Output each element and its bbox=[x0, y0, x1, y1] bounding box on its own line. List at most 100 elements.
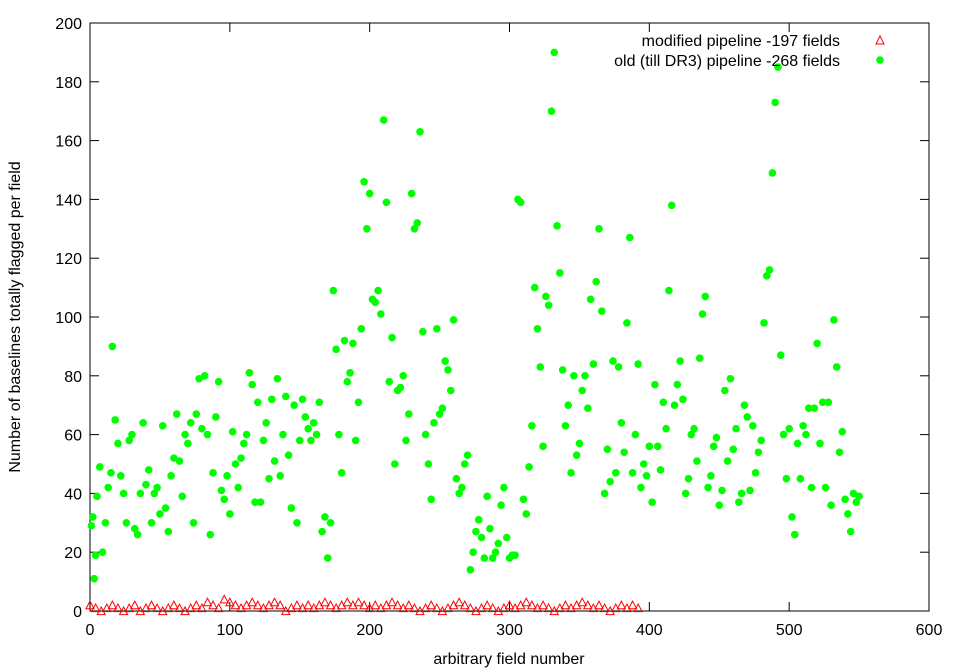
data-point-old-pipeline bbox=[709, 442, 718, 451]
data-point-old-pipeline bbox=[824, 398, 833, 407]
data-point-old-pipeline bbox=[846, 527, 855, 536]
data-point-old-pipeline bbox=[279, 430, 287, 439]
data-point-old-pipeline bbox=[491, 548, 500, 556]
data-point-modified-pipeline bbox=[616, 600, 627, 610]
data-point-old-pipeline bbox=[723, 457, 732, 465]
data-point-old-pipeline bbox=[502, 533, 511, 542]
data-point-old-pipeline bbox=[253, 398, 262, 407]
x-tick-label: 300 bbox=[496, 622, 523, 639]
data-point-old-pipeline bbox=[284, 451, 293, 459]
data-point-old-pipeline bbox=[379, 116, 388, 124]
data-point-old-pipeline bbox=[466, 566, 475, 574]
data-point-old-pipeline bbox=[667, 201, 676, 210]
data-point-old-pipeline bbox=[841, 495, 849, 504]
data-point-old-pipeline bbox=[804, 404, 813, 412]
data-point-modified-pipeline bbox=[275, 600, 285, 610]
data-point-old-pipeline bbox=[388, 333, 396, 342]
data-point-modified-pipeline bbox=[264, 600, 274, 610]
data-point-modified-pipeline bbox=[538, 600, 548, 610]
data-point-old-pipeline bbox=[463, 451, 472, 459]
data-point-modified-pipeline bbox=[482, 600, 492, 610]
data-point-modified-pipeline bbox=[113, 602, 123, 613]
data-point-old-pipeline bbox=[265, 474, 273, 483]
data-point-old-pipeline bbox=[220, 495, 229, 504]
data-point-old-pipeline bbox=[628, 469, 637, 477]
data-point-old-pipeline bbox=[673, 380, 682, 389]
data-point-old-pipeline bbox=[609, 357, 617, 365]
data-point-modified-pipeline bbox=[241, 600, 252, 610]
data-point-old-pipeline bbox=[516, 198, 525, 207]
data-point-old-pipeline bbox=[119, 489, 128, 498]
data-point-old-pipeline bbox=[782, 474, 791, 483]
data-point-old-pipeline bbox=[575, 439, 584, 448]
data-point-old-pipeline bbox=[315, 398, 324, 407]
data-point-old-pipeline bbox=[525, 463, 533, 471]
data-point-old-pipeline bbox=[653, 442, 662, 451]
data-point-old-pipeline bbox=[340, 336, 349, 345]
data-point-old-pipeline bbox=[93, 492, 101, 501]
data-point-modified-pipeline bbox=[633, 602, 643, 613]
x-tick-label: 400 bbox=[636, 622, 663, 639]
legend-label-old: old (till DR3) pipeline -268 fields bbox=[614, 53, 840, 70]
data-point-old-pipeline bbox=[234, 483, 243, 492]
data-point-old-pipeline bbox=[844, 510, 852, 518]
data-point-old-pipeline bbox=[835, 448, 844, 457]
data-point-old-pipeline bbox=[237, 454, 245, 462]
data-point-old-pipeline bbox=[511, 551, 519, 559]
data-point-modified-pipeline bbox=[314, 600, 325, 610]
data-point-modified-pipeline bbox=[342, 597, 353, 607]
data-point-modified-pipeline bbox=[454, 597, 464, 607]
data-point-old-pipeline bbox=[399, 372, 408, 380]
data-point-modified-pipeline bbox=[303, 600, 313, 610]
data-point-old-pipeline bbox=[438, 404, 447, 412]
y-tick-label: 140 bbox=[55, 192, 82, 209]
data-point-old-pipeline bbox=[639, 460, 648, 468]
data-point-old-pipeline bbox=[198, 424, 206, 433]
data-point-old-pipeline bbox=[830, 316, 838, 324]
data-point-modified-pipeline bbox=[348, 600, 358, 610]
data-point-old-pipeline bbox=[558, 366, 567, 374]
data-point-old-pipeline bbox=[212, 413, 220, 421]
data-point-old-pipeline bbox=[304, 424, 312, 433]
data-point-modified-pipeline bbox=[431, 602, 442, 613]
data-point-old-pipeline bbox=[715, 501, 724, 509]
data-point-old-pipeline bbox=[95, 463, 104, 471]
data-point-old-pipeline bbox=[240, 439, 248, 448]
data-point-old-pipeline bbox=[87, 521, 96, 530]
data-point-old-pipeline bbox=[849, 489, 858, 498]
data-point-modified-pipeline bbox=[197, 602, 207, 613]
data-point-modified-pipeline bbox=[208, 600, 218, 610]
data-point-old-pipeline bbox=[832, 363, 841, 371]
data-point-old-pipeline bbox=[421, 430, 430, 439]
data-point-old-pipeline bbox=[542, 292, 550, 301]
data-point-old-pipeline bbox=[480, 554, 489, 562]
data-point-old-pipeline bbox=[550, 48, 559, 57]
data-point-old-pipeline bbox=[228, 427, 237, 436]
data-point-old-pipeline bbox=[377, 310, 385, 318]
data-point-old-pipeline bbox=[374, 286, 382, 295]
data-point-old-pipeline bbox=[444, 366, 452, 374]
data-point-old-pipeline bbox=[695, 354, 704, 362]
data-point-old-pipeline bbox=[547, 107, 556, 115]
data-point-old-pipeline bbox=[553, 222, 561, 230]
data-point-modified-pipeline bbox=[515, 600, 526, 610]
data-point-old-pipeline bbox=[827, 501, 835, 509]
data-point-old-pipeline bbox=[586, 295, 595, 304]
axis-ticks bbox=[89, 22, 930, 612]
data-point-old-pipeline bbox=[735, 498, 743, 507]
data-point-old-pipeline bbox=[757, 436, 765, 445]
data-point-old-pipeline bbox=[432, 324, 441, 333]
data-point-old-pipeline bbox=[592, 277, 600, 286]
data-point-old-pipeline bbox=[382, 198, 391, 207]
data-point-old-pipeline bbox=[779, 430, 788, 439]
data-point-old-pipeline bbox=[807, 483, 816, 492]
data-point-old-pipeline bbox=[486, 524, 494, 533]
data-point-old-pipeline bbox=[788, 513, 796, 521]
data-point-old-pipeline bbox=[483, 492, 491, 501]
data-point-old-pipeline bbox=[354, 398, 363, 407]
data-point-modified-pipeline bbox=[560, 600, 571, 610]
data-point-old-pipeline bbox=[158, 421, 167, 430]
data-point-old-pipeline bbox=[276, 471, 284, 480]
data-point-old-pipeline bbox=[192, 410, 201, 418]
